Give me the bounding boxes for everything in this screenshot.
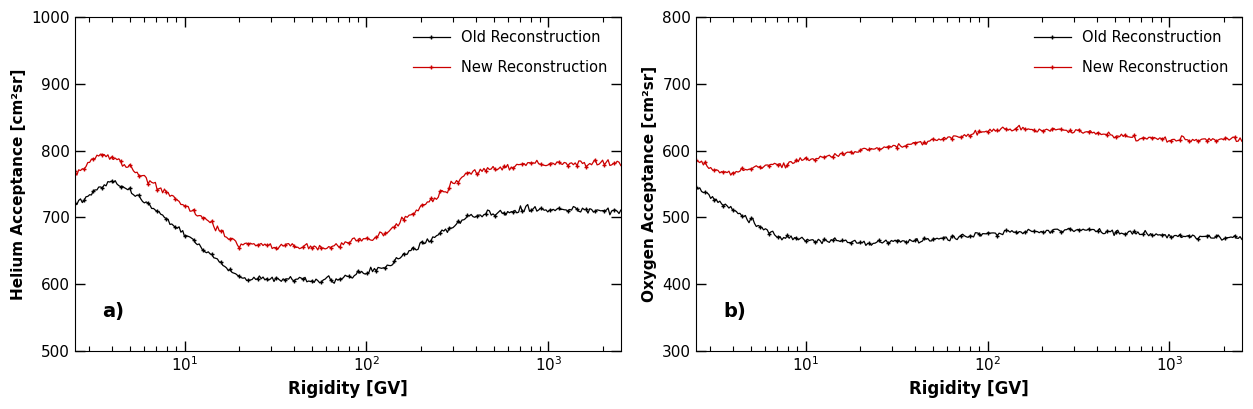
Old Reconstruction [108,178,123,183]
New Reconstruction [1011,123,1026,128]
Text: b): b) [723,302,746,321]
Text: a): a) [103,302,124,321]
Old Reconstruction [1234,237,1249,242]
Y-axis label: Oxygen Acceptance [cm²sr]: Oxygen Acceptance [cm²sr] [642,66,657,302]
New Reconstruction [396,217,411,222]
Line: New Reconstruction: New Reconstruction [694,123,1244,178]
Line: Old Reconstruction: Old Reconstruction [694,184,1244,248]
Old Reconstruction [405,245,420,250]
Line: Old Reconstruction: Old Reconstruction [73,178,623,285]
New Reconstruction [68,169,83,173]
Legend: Old Reconstruction, New Reconstruction: Old Reconstruction, New Reconstruction [1029,25,1234,81]
New Reconstruction [1153,135,1168,140]
Old Reconstruction [395,254,410,259]
New Reconstruction [93,152,108,157]
Old Reconstruction [566,204,581,209]
Old Reconstruction [1015,231,1030,236]
New Reconstruction [690,159,705,164]
X-axis label: Rigidity [GV]: Rigidity [GV] [910,380,1029,398]
Old Reconstruction [69,202,84,207]
Old Reconstruction [689,184,704,189]
New Reconstruction [689,157,704,162]
Old Reconstruction [858,243,873,248]
Y-axis label: Helium Acceptance [cm²sr]: Helium Acceptance [cm²sr] [11,68,26,300]
Old Reconstruction [68,201,83,206]
Old Reconstruction [613,208,628,213]
New Reconstruction [395,215,410,220]
New Reconstruction [613,163,628,168]
New Reconstruction [1026,128,1041,133]
New Reconstruction [405,211,420,216]
Old Reconstruction [531,207,546,212]
New Reconstruction [566,162,581,167]
New Reconstruction [1187,138,1202,143]
Old Reconstruction [1025,229,1040,234]
Old Reconstruction [1014,229,1029,234]
X-axis label: Rigidity [GV]: Rigidity [GV] [288,380,407,398]
Old Reconstruction [1185,233,1200,238]
Old Reconstruction [690,187,705,191]
New Reconstruction [311,247,326,252]
Line: New Reconstruction: New Reconstruction [73,152,623,252]
Old Reconstruction [1150,233,1165,238]
New Reconstruction [531,162,546,166]
New Reconstruction [723,173,738,178]
Old Reconstruction [396,251,411,256]
New Reconstruction [1017,126,1032,131]
New Reconstruction [1015,125,1030,130]
New Reconstruction [1234,139,1249,144]
Old Reconstruction [327,281,342,286]
Legend: Old Reconstruction, New Reconstruction: Old Reconstruction, New Reconstruction [407,25,614,81]
New Reconstruction [69,173,84,178]
